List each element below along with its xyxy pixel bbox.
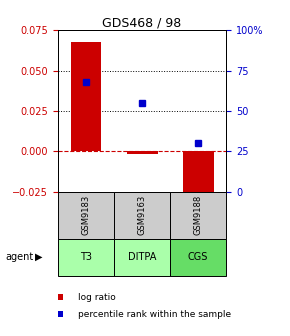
Text: GSM9183: GSM9183 xyxy=(81,195,90,235)
Bar xyxy=(70,42,102,151)
Bar xyxy=(127,151,157,155)
Text: agent: agent xyxy=(6,252,34,262)
Text: log ratio: log ratio xyxy=(78,293,116,302)
Text: percentile rank within the sample: percentile rank within the sample xyxy=(78,310,231,319)
Text: GSM9188: GSM9188 xyxy=(194,195,203,235)
Text: DITPA: DITPA xyxy=(128,252,156,262)
Text: ▶: ▶ xyxy=(35,252,42,262)
Title: GDS468 / 98: GDS468 / 98 xyxy=(102,16,182,29)
Text: GSM9163: GSM9163 xyxy=(137,195,147,235)
Text: T3: T3 xyxy=(80,252,92,262)
Bar xyxy=(183,151,213,200)
Text: CGS: CGS xyxy=(188,252,208,262)
